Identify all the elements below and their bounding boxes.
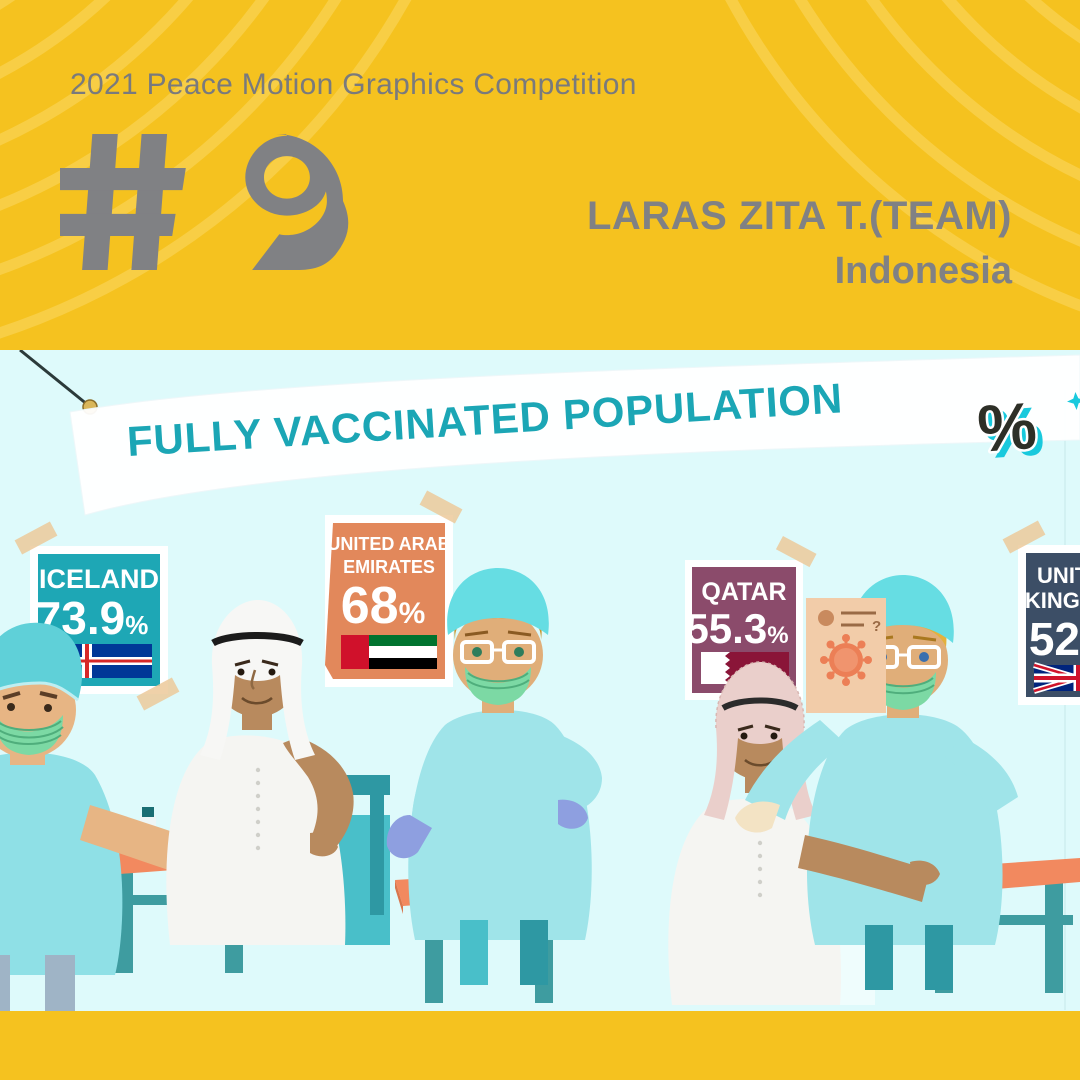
svg-text:EMIRATES: EMIRATES — [343, 557, 435, 577]
svg-text:QATAR: QATAR — [701, 578, 786, 606]
svg-text:52%: 52% — [1029, 613, 1080, 665]
svg-text:KINGDOM: KINGDOM — [1025, 588, 1080, 613]
svg-text:%: % — [975, 388, 1039, 466]
svg-text:UNITED ARAB: UNITED ARAB — [327, 534, 450, 554]
svg-text:ICELAND: ICELAND — [39, 564, 159, 594]
svg-text:?: ? — [872, 618, 881, 635]
svg-text:UNITED: UNITED — [1037, 563, 1080, 588]
